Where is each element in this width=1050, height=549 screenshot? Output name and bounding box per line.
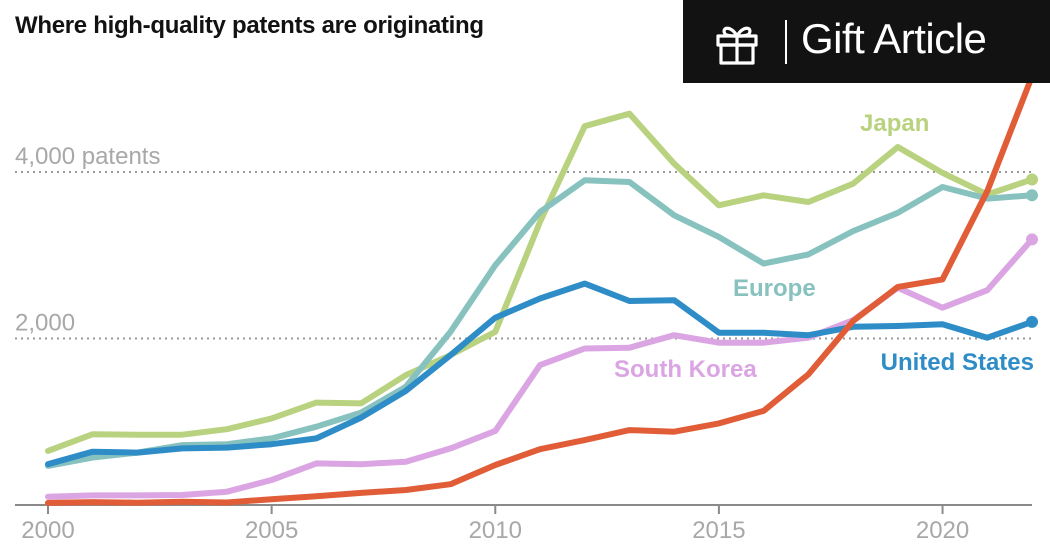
y-gridline-label-4000: 4,000 patents xyxy=(15,143,160,170)
series-labels: Japan Europe South Korea United States xyxy=(614,110,1034,383)
x-tick-label-2010: 2010 xyxy=(469,517,522,544)
grid-layer: 4,000 patents 2,000 xyxy=(15,143,1032,340)
x-tick-label-2015: 2015 xyxy=(692,517,745,544)
series-label-united-states: United States xyxy=(881,349,1034,376)
chart-title: Where high-quality patents are originati… xyxy=(15,12,484,39)
gift-article-button[interactable]: Gift Article xyxy=(683,0,1050,83)
series-label-japan: Japan xyxy=(860,110,929,137)
series-line-europe xyxy=(45,177,1035,469)
series-layer xyxy=(45,73,1038,506)
series-line-japan xyxy=(45,110,1035,454)
x-axis: 2000 2005 2010 2015 2020 xyxy=(15,504,1032,544)
gift-article-label: Gift Article xyxy=(801,15,987,62)
endpoint-marker-japan xyxy=(1026,173,1038,186)
x-tick-label-2005: 2005 xyxy=(245,517,298,544)
gift-divider xyxy=(785,20,787,64)
x-tick-label-2000: 2000 xyxy=(21,517,74,544)
endpoint-marker-europe xyxy=(1026,189,1038,202)
series-label-europe: Europe xyxy=(733,275,816,302)
series-label-south-korea: South Korea xyxy=(614,356,757,383)
x-tick-label-2020: 2020 xyxy=(916,517,969,544)
endpoint-marker-united-states xyxy=(1026,315,1038,328)
series-line-united-states xyxy=(45,280,1035,468)
y-gridline-label-2000: 2,000 xyxy=(15,310,75,337)
gift-icon xyxy=(716,26,758,65)
endpoint-marker-south-korea xyxy=(1026,233,1038,246)
series-line-china xyxy=(45,73,1035,506)
